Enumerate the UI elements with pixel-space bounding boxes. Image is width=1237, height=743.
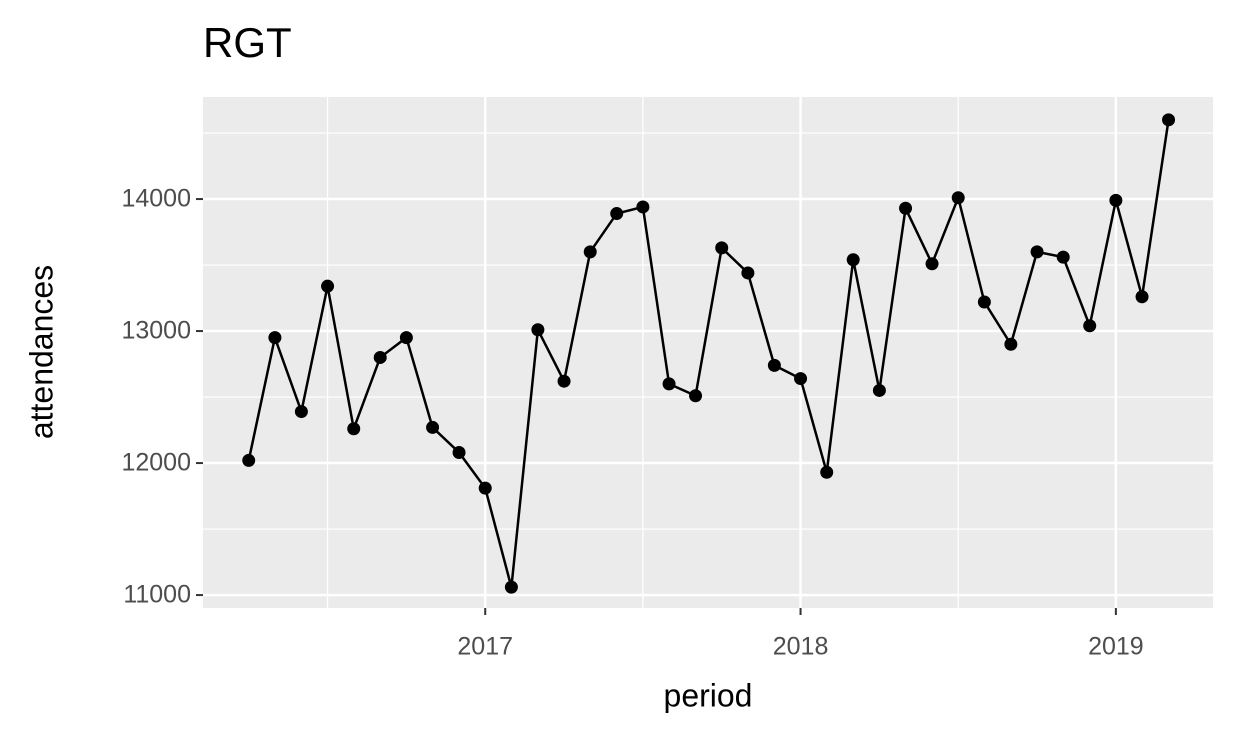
data-point — [767, 358, 781, 372]
data-point — [899, 201, 913, 215]
data-point — [977, 295, 991, 309]
data-point — [347, 422, 361, 436]
y-axis-title: attendances — [23, 265, 59, 439]
y-tick-label: 13000 — [121, 317, 191, 345]
data-point — [1004, 337, 1018, 351]
y-tick-label: 11000 — [123, 581, 191, 609]
data-point — [636, 200, 650, 214]
data-point — [1083, 319, 1097, 333]
chart-title: RGT — [203, 19, 292, 66]
data-point — [951, 191, 965, 205]
data-point — [452, 445, 466, 459]
data-point — [1135, 290, 1149, 304]
data-point — [478, 481, 492, 495]
data-point — [689, 389, 703, 403]
data-point — [662, 377, 676, 391]
x-axis-title: period — [664, 677, 753, 713]
y-tick-label: 14000 — [121, 185, 191, 213]
data-point — [583, 245, 597, 259]
data-point — [557, 374, 571, 388]
data-point — [242, 453, 256, 467]
data-point — [846, 253, 860, 267]
data-point — [1056, 250, 1070, 264]
data-point — [1162, 113, 1176, 127]
data-point — [610, 207, 624, 221]
x-tick-label: 2017 — [457, 633, 513, 661]
data-point — [294, 405, 308, 419]
data-point — [741, 266, 755, 280]
data-point — [794, 372, 808, 386]
data-point — [321, 279, 335, 293]
data-point — [399, 331, 413, 345]
x-tick-label: 2018 — [773, 633, 829, 661]
data-point — [925, 257, 939, 271]
panel — [203, 97, 1213, 608]
data-point — [268, 331, 282, 345]
data-point — [715, 241, 729, 255]
data-point — [872, 383, 886, 397]
data-point — [531, 323, 545, 337]
data-point — [504, 580, 518, 594]
data-point — [373, 350, 387, 364]
y-tick-label: 12000 — [121, 449, 191, 477]
data-point — [1109, 193, 1123, 207]
data-point — [426, 420, 440, 434]
data-point — [820, 465, 834, 479]
x-tick-label: 2019 — [1088, 633, 1144, 661]
data-point — [1030, 245, 1044, 259]
